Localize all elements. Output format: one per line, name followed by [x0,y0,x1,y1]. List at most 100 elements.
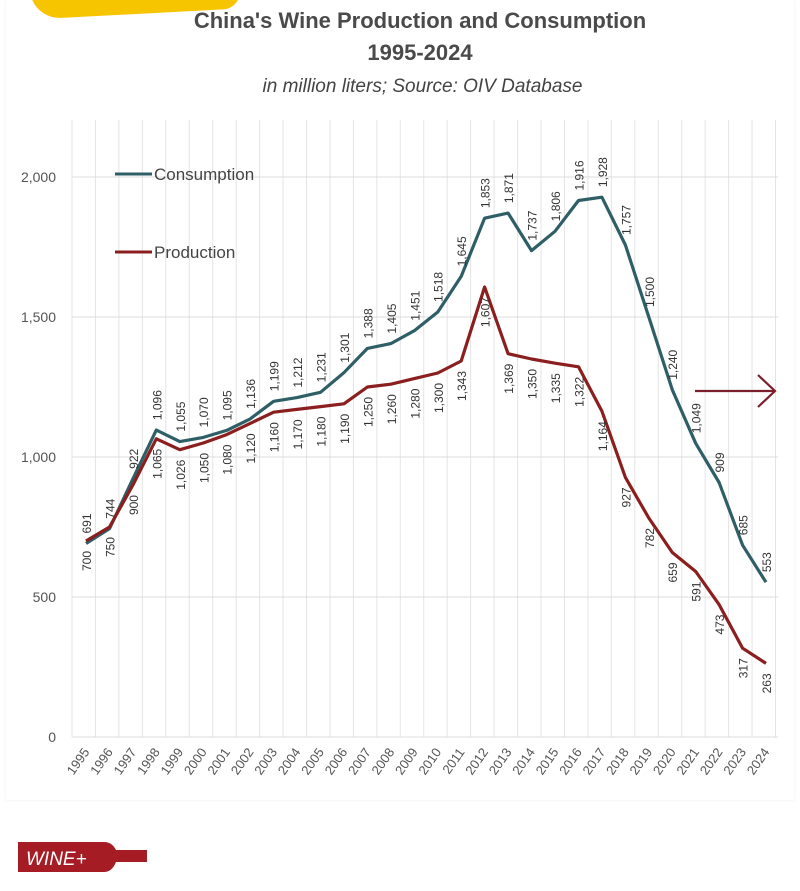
x-tick-label: 2014 [509,745,538,777]
data-label-consumption: 1,500 [643,277,657,307]
x-tick-label: 2008 [368,745,397,777]
data-label-production: 1,160 [268,422,282,452]
x-tick-label: 2017 [579,745,608,777]
data-label-consumption: 1,853 [479,178,493,208]
x-tick-label: 2003 [251,745,280,777]
data-label-production: 659 [666,562,680,582]
data-label-production: 782 [643,528,657,548]
x-tick-label: 1999 [157,745,186,777]
data-label-production: 1,607 [479,297,493,327]
data-label-production: 927 [619,487,633,507]
logo-text: WINE+ [26,849,87,870]
y-tick-label: 500 [33,589,57,605]
data-label-consumption: 685 [737,515,751,535]
y-axis: 0 500 1,000 1,500 2,000 [21,169,56,745]
data-label-consumption: 1,737 [526,210,540,240]
x-axis: 1995199619971998199920002001200220032004… [64,745,773,777]
data-label-consumption: 1,518 [432,272,446,302]
data-label-consumption: 1,916 [572,160,586,190]
chart-title-years: 1995-2024 [367,40,473,65]
data-label-consumption: 1,806 [549,191,563,221]
data-label-production: 1,026 [174,459,188,489]
data-label-production: 1,300 [432,383,446,413]
data-label-consumption: 1,096 [150,390,164,420]
x-tick-label: 2021 [673,745,702,777]
data-labels: 691 744 922 1,096 1,055 1,070 1,095 1,136 1,199 1… [80,157,774,694]
x-tick-label: 2020 [650,745,679,777]
x-tick-label: 2001 [204,745,233,777]
data-label-consumption: 1,070 [197,397,211,427]
x-tick-label: 2024 [744,745,773,777]
data-label-production: 750 [103,537,117,557]
x-tick-label: 2009 [392,745,421,777]
x-tick-label: 2000 [181,745,210,777]
x-tick-label: 2007 [345,745,374,777]
data-label-production: 1,065 [150,448,164,478]
chart-title: China's Wine Production and Consumption [193,8,647,33]
data-label-production: 1,280 [408,388,422,418]
data-label-production: 591 [690,581,704,601]
data-label-consumption: 909 [713,452,727,472]
chart-subtitle: in million liters; Source: OIV Database [262,76,583,97]
x-tick-label: 2015 [533,745,562,777]
x-tick-label: 2013 [486,745,515,777]
data-label-production: 1,350 [526,369,540,399]
x-tick-label: 2005 [298,745,327,777]
data-label-consumption: 1,451 [408,290,422,320]
legend: Consumption Production [115,165,254,262]
x-tick-label: 2019 [626,745,655,777]
y-tick-label: 0 [48,729,56,745]
x-tick-label: 1998 [134,745,163,777]
data-label-production: 1,080 [221,444,235,474]
data-label-consumption: 1,136 [244,379,258,409]
data-label-consumption: 691 [80,513,94,533]
arrow-head [757,374,777,408]
x-tick-label: 1997 [110,745,139,777]
data-label-production: 1,335 [549,373,563,403]
grid [71,120,778,738]
data-label-consumption: 1,388 [361,308,375,338]
wine-bottle-shape [18,842,147,872]
x-tick-label: 2016 [556,745,585,777]
data-label-production: 1,180 [315,416,329,446]
annotation-arrow [695,374,777,408]
data-label-production: 1,322 [572,377,586,407]
x-tick-label: 1996 [87,745,116,777]
x-tick-label: 2006 [322,745,351,777]
x-tick-label: 2011 [439,745,467,777]
data-label-consumption: 1,199 [268,361,282,391]
data-label-consumption: 1,645 [455,236,469,266]
x-tick-label: 2022 [697,745,726,777]
data-label-consumption: 1,231 [315,352,329,382]
y-tick-label: 1,000 [21,449,56,465]
data-label-consumption: 1,301 [338,332,352,362]
data-label-consumption: 1,212 [291,357,305,387]
data-label-production: 1,050 [197,453,211,483]
data-label-production: 1,369 [502,363,516,393]
y-tick-label: 1,500 [21,309,56,325]
data-label-production: 900 [127,495,141,515]
data-label-consumption: 1,405 [385,303,399,333]
data-label-consumption: 1,055 [174,401,188,431]
data-label-consumption: 1,095 [221,390,235,420]
data-label-production: 1,343 [455,371,469,401]
x-tick-label: 2002 [228,745,257,777]
wine-plus-logo: WINE+ [18,842,147,872]
x-tick-label: 2012 [462,745,491,777]
data-label-consumption: 1,871 [502,173,516,203]
y-tick-label: 2,000 [21,169,56,185]
legend-consumption-label: Consumption [154,165,254,184]
data-label-production: 1,164 [596,421,610,451]
data-label-consumption: 744 [103,498,117,518]
data-label-production: 1,190 [338,413,352,443]
data-label-consumption: 1,757 [619,205,633,235]
x-tick-label: 2018 [603,745,632,777]
series-line-consumption [85,195,768,584]
x-tick-label: 1995 [64,745,93,777]
data-label-consumption: 1,240 [666,349,680,379]
data-label-consumption: 553 [760,552,774,572]
data-label-production: 1,260 [385,394,399,424]
data-label-consumption: 1,928 [596,157,610,187]
data-label-production: 1,250 [361,397,375,427]
legend-production-label: Production [154,243,235,262]
